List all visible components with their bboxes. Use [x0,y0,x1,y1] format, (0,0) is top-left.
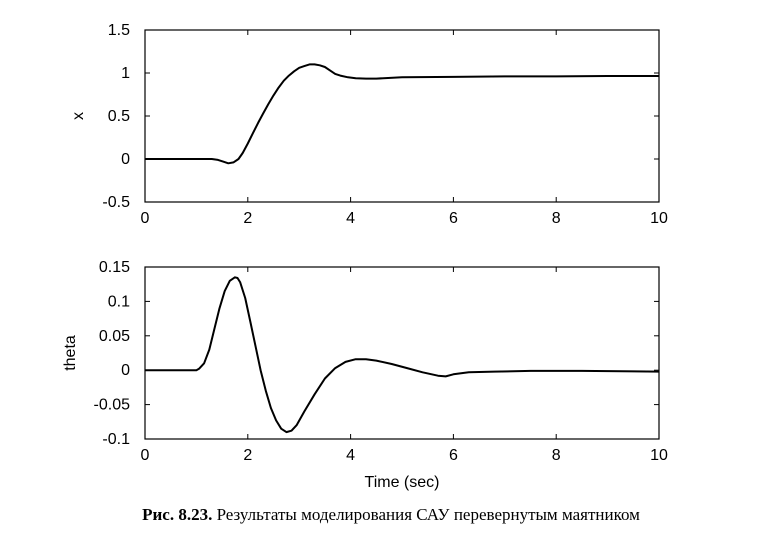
series-line [145,63,659,165]
caption-text: Результаты моделирования САУ перевернуты… [212,505,640,524]
series-line [145,276,660,434]
x-axis-label: Time (sec) [365,474,440,491]
plot-frame [144,29,660,203]
x-tick-label: 0 [141,210,150,227]
theta-plot: 0 2 4 6 8 10 -0.1 -0.05 0 0.05 0.1 0.15 theta Time (s… [62,259,668,491]
x-tick-label: 10 [650,447,668,464]
y-tick-label: 0.1 [108,293,130,310]
figure-caption: Рис. 8.23. Результаты моделирования САУ … [0,505,782,525]
x-tick-label: 4 [346,210,355,227]
x-tick-label: 2 [243,210,252,227]
x-tick-label: 0 [141,447,150,464]
y-axis-label: x [70,112,87,120]
y-tick-label: 0 [121,362,130,379]
y-tick-label: -0.05 [94,397,131,414]
y-tick-label: 1 [121,65,130,82]
y-axis-label: theta [62,335,79,371]
y-tick-label: 0.15 [99,259,130,276]
y-tick-label: 0 [121,151,130,168]
x-tick-label: 8 [552,210,561,227]
y-tick-label: -0.5 [102,194,130,211]
x-tick-label: 10 [650,210,668,227]
x-tick-label: 6 [449,210,458,227]
y-tick-label: 0.05 [99,328,130,345]
y-tick-label: 0.5 [108,108,130,125]
x-plot: 0 2 4 6 8 10 -0.5 0 0.5 1 1.5 x [70,22,668,227]
x-tick-label: 4 [346,447,355,464]
y-tick-label: 1.5 [108,22,130,39]
plot-frame [144,266,660,440]
y-tick-label: -0.1 [102,431,130,448]
caption-label: Рис. 8.23. [142,505,213,524]
x-tick-label: 2 [243,447,252,464]
x-tick-label: 8 [552,447,561,464]
x-tick-label: 6 [449,447,458,464]
